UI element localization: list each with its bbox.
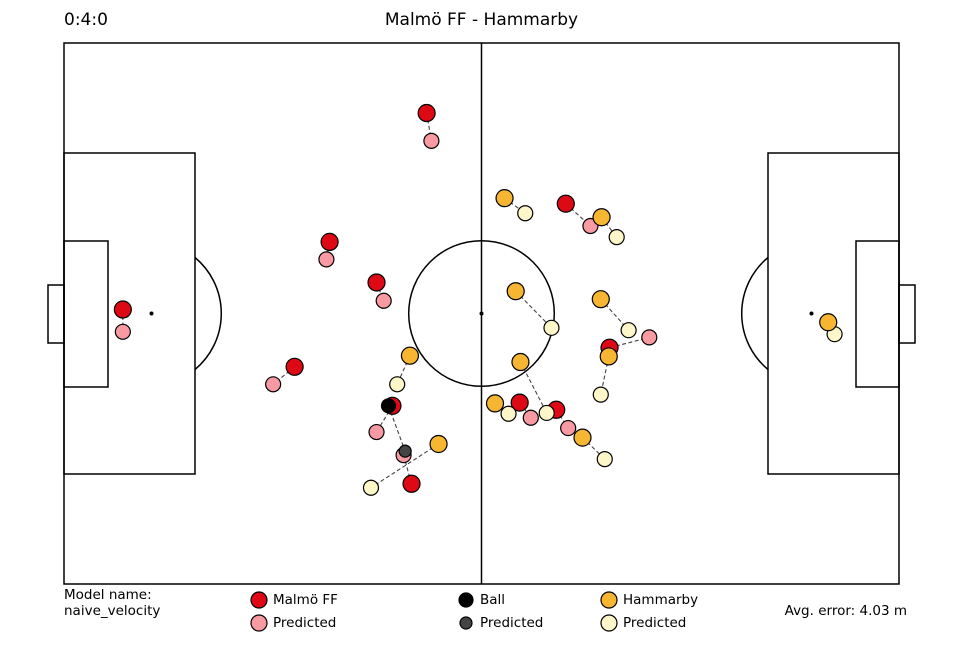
legend-ball-predicted-marker — [459, 616, 473, 630]
model-name-value: naive_velocity — [64, 603, 161, 619]
chart-title: Malmö FF - Hammarby — [384, 10, 579, 30]
home-player-predicted — [375, 292, 392, 309]
home-player-actual — [556, 194, 575, 213]
home-prediction-link — [376, 405, 393, 433]
home-player-actual — [417, 103, 436, 123]
home-player-predicted — [560, 419, 577, 437]
pitch-plot — [47, 42, 916, 585]
home-prediction-link — [403, 454, 413, 484]
home-player-predicted — [368, 423, 385, 441]
center-spot — [479, 311, 484, 316]
legend-ball-actual-label: Ball — [480, 592, 506, 608]
away-player-actual — [592, 208, 611, 227]
prediction-links — [122, 112, 836, 489]
home-player-predicted — [423, 132, 440, 149]
left-goal-area — [63, 240, 109, 388]
legend-away-predicted-label: Predicted — [623, 615, 687, 631]
away-player-predicted — [608, 229, 625, 246]
model-name-label: Model name: — [64, 587, 152, 603]
right-goal — [898, 284, 916, 344]
legend-ball-actual-marker — [458, 592, 474, 608]
home-prediction-link — [426, 112, 432, 141]
right-penalty-spot — [809, 311, 814, 316]
away-player-predicted — [362, 479, 380, 496]
player-markers — [113, 103, 843, 496]
away-player-actual — [511, 352, 530, 372]
center-circle — [407, 239, 556, 388]
away-player-actual — [819, 313, 838, 332]
away-player-actual — [495, 189, 514, 208]
right-goal-area — [855, 240, 900, 388]
ball-actual — [380, 398, 397, 414]
away-player-predicted — [543, 319, 560, 336]
right-penalty-arc — [740, 256, 769, 371]
away-player-predicted — [596, 450, 613, 468]
home-player-actual — [367, 273, 386, 292]
away-player-actual — [400, 346, 420, 365]
away-player-actual — [591, 290, 610, 309]
legend-away-predicted-marker — [600, 614, 618, 632]
away-player-actual — [573, 428, 592, 447]
legend-home-actual-marker — [250, 591, 268, 609]
home-player-predicted — [641, 329, 658, 346]
home-player-predicted — [522, 409, 539, 426]
legend-away-actual-marker — [600, 591, 618, 609]
home-player-actual — [113, 300, 132, 319]
away-prediction-link — [519, 361, 548, 414]
home-player-predicted — [114, 323, 131, 340]
away-player-predicted — [500, 405, 517, 422]
ball-predicted — [398, 444, 412, 458]
away-player-predicted — [592, 386, 609, 403]
away-player-actual — [429, 434, 448, 454]
pitch-spots — [149, 311, 814, 316]
away-player-actual — [599, 347, 618, 366]
home-player-actual — [402, 474, 421, 493]
legend-home-predicted-marker — [250, 614, 268, 632]
away-player-predicted — [389, 376, 406, 393]
right-penalty-area — [767, 152, 900, 475]
away-player-predicted — [620, 322, 637, 339]
away-prediction-link — [370, 443, 439, 489]
left-penalty-spot — [149, 311, 154, 316]
home-player-actual — [285, 357, 304, 376]
home-player-actual — [510, 393, 529, 412]
away-player-actual — [485, 394, 505, 413]
away-player-predicted — [517, 205, 534, 222]
left-penalty-arc — [194, 256, 223, 371]
away-player-predicted — [538, 404, 555, 422]
home-player-predicted — [265, 376, 282, 393]
away-prediction-link — [582, 437, 606, 460]
away-player-actual — [506, 282, 525, 301]
legend-home-actual-label: Malmö FF — [273, 592, 338, 608]
average-error: Avg. error: 4.03 m — [784, 603, 907, 619]
legend-away-actual-label: Hammarby — [623, 592, 699, 608]
home-player-predicted — [318, 251, 335, 268]
legend-ball-predicted-label: Predicted — [480, 615, 544, 631]
left-goal — [47, 284, 65, 344]
home-player-actual — [320, 232, 339, 251]
model-name: Model name: naive_velocity — [64, 587, 160, 619]
legend-home-predicted-label: Predicted — [273, 615, 337, 631]
clock: 0:4:0 — [64, 10, 108, 30]
